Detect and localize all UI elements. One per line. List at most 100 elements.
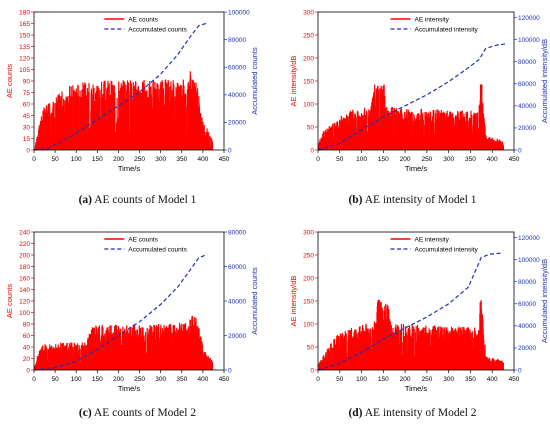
x-tick-label: 450 <box>219 376 230 383</box>
ae-bar <box>174 98 177 150</box>
y-tick-label: 15 <box>23 136 31 143</box>
ae-bar <box>471 114 473 150</box>
ae-bar <box>157 326 159 370</box>
y-tick-label: 135 <box>19 44 30 51</box>
ae-bar <box>471 135 473 150</box>
ae-bar <box>78 96 80 150</box>
ae-bar <box>398 113 401 150</box>
y-tick-label: 300 <box>303 229 314 236</box>
ae-bar <box>369 110 371 150</box>
ae-bar <box>502 362 504 370</box>
ae-bar <box>109 348 111 370</box>
legend-label-bars: AE counts <box>128 16 158 23</box>
y-axis-label: AE counts <box>5 64 14 98</box>
ae-bar <box>410 111 413 150</box>
y-tick-label: 200 <box>19 252 30 259</box>
ae-bar <box>366 112 368 150</box>
ae-bar <box>447 118 450 150</box>
ae-bar <box>208 132 210 150</box>
x-tick-label: 400 <box>197 156 208 163</box>
ae-bar <box>422 119 424 150</box>
ae-bar <box>457 328 459 370</box>
ae-bar <box>444 115 446 150</box>
ae-bar <box>344 118 346 150</box>
ae-bar <box>442 337 444 370</box>
y2-tick-label: 100000 <box>228 9 250 16</box>
ae-bar <box>485 137 487 150</box>
x-tick-label: 100 <box>71 376 82 383</box>
ae-bar <box>350 111 353 150</box>
caption-b-letter: (b) <box>348 194 363 206</box>
x-tick-label: 200 <box>113 376 124 383</box>
ae-bar <box>119 90 121 150</box>
ae-bar <box>72 347 74 370</box>
x-tick-label: 400 <box>487 376 498 383</box>
ae-bar <box>339 333 341 370</box>
x-axis-label: Time/s <box>405 384 427 393</box>
ae-bar <box>46 348 48 370</box>
ae-bar <box>331 347 334 370</box>
ae-bar <box>190 88 193 150</box>
x-axis-label: Time/s <box>405 164 427 173</box>
y-axis-label: AE counts <box>5 284 14 318</box>
ae-bar <box>73 89 75 150</box>
x-tick-label: 0 <box>316 156 320 163</box>
ae-bar <box>64 104 67 150</box>
ae-bars <box>318 299 504 370</box>
ae-bar <box>194 317 196 370</box>
y2-tick-label: 40000 <box>518 323 536 330</box>
ae-bar <box>158 332 160 370</box>
ae-bar <box>126 337 128 370</box>
ae-bar <box>422 112 424 150</box>
ae-bar <box>324 357 326 370</box>
ae-bar <box>460 329 463 370</box>
ae-bar <box>176 327 178 370</box>
ae-bar <box>206 132 208 150</box>
y-tick-label: 60 <box>23 333 31 340</box>
ae-bar <box>357 115 359 150</box>
ae-bar <box>71 96 73 150</box>
ae-bar <box>437 109 439 150</box>
ae-bar <box>60 342 62 370</box>
ae-bar <box>411 134 414 150</box>
ae-bar <box>201 134 203 150</box>
ae-bar <box>168 325 170 370</box>
ae-bar <box>439 117 441 150</box>
x-tick-label: 150 <box>378 376 389 383</box>
y-tick-label: 0 <box>26 367 30 374</box>
x-tick-label: 250 <box>134 156 145 163</box>
ae-bar <box>499 140 501 150</box>
ae-bar <box>389 321 391 370</box>
ae-bar <box>88 83 90 150</box>
x-tick-label: 100 <box>356 376 367 383</box>
ae-bar <box>440 109 442 150</box>
y-tick-label: 220 <box>19 241 30 248</box>
ae-bar <box>77 355 80 370</box>
y-tick-label: 50 <box>307 344 315 351</box>
y-tick-label: 150 <box>19 32 30 39</box>
y2-tick-label: 120000 <box>518 15 540 22</box>
x-tick-label: 150 <box>92 376 103 383</box>
ae-bar <box>146 90 148 150</box>
ae-bar <box>135 339 138 370</box>
chart-panel-d: 0 50 100 150 200 250 300 350 400 450 Time/s 0 50 100 1… <box>289 229 549 393</box>
caption-d: (d) AE intensity of Model 2 <box>275 407 550 419</box>
y2-tick-label: 80000 <box>228 229 246 236</box>
x-tick-label: 250 <box>134 376 145 383</box>
y-tick-label: 0 <box>26 147 30 154</box>
ae-bar <box>189 319 191 370</box>
ae-bar <box>484 344 486 370</box>
ae-bar <box>76 95 78 150</box>
y2-tick-label: 20000 <box>518 345 536 352</box>
ae-bar <box>443 113 446 150</box>
ae-bar <box>443 328 445 370</box>
ae-bar <box>357 337 359 370</box>
ae-bar <box>439 326 441 370</box>
caption-c-text: AE counts of Model 2 <box>91 407 197 419</box>
ae-bar <box>345 333 347 370</box>
ae-bar <box>456 333 458 370</box>
ae-bar <box>116 98 118 150</box>
ae-bar <box>38 353 40 370</box>
ae-bar <box>97 97 99 150</box>
ae-bar <box>435 109 437 150</box>
